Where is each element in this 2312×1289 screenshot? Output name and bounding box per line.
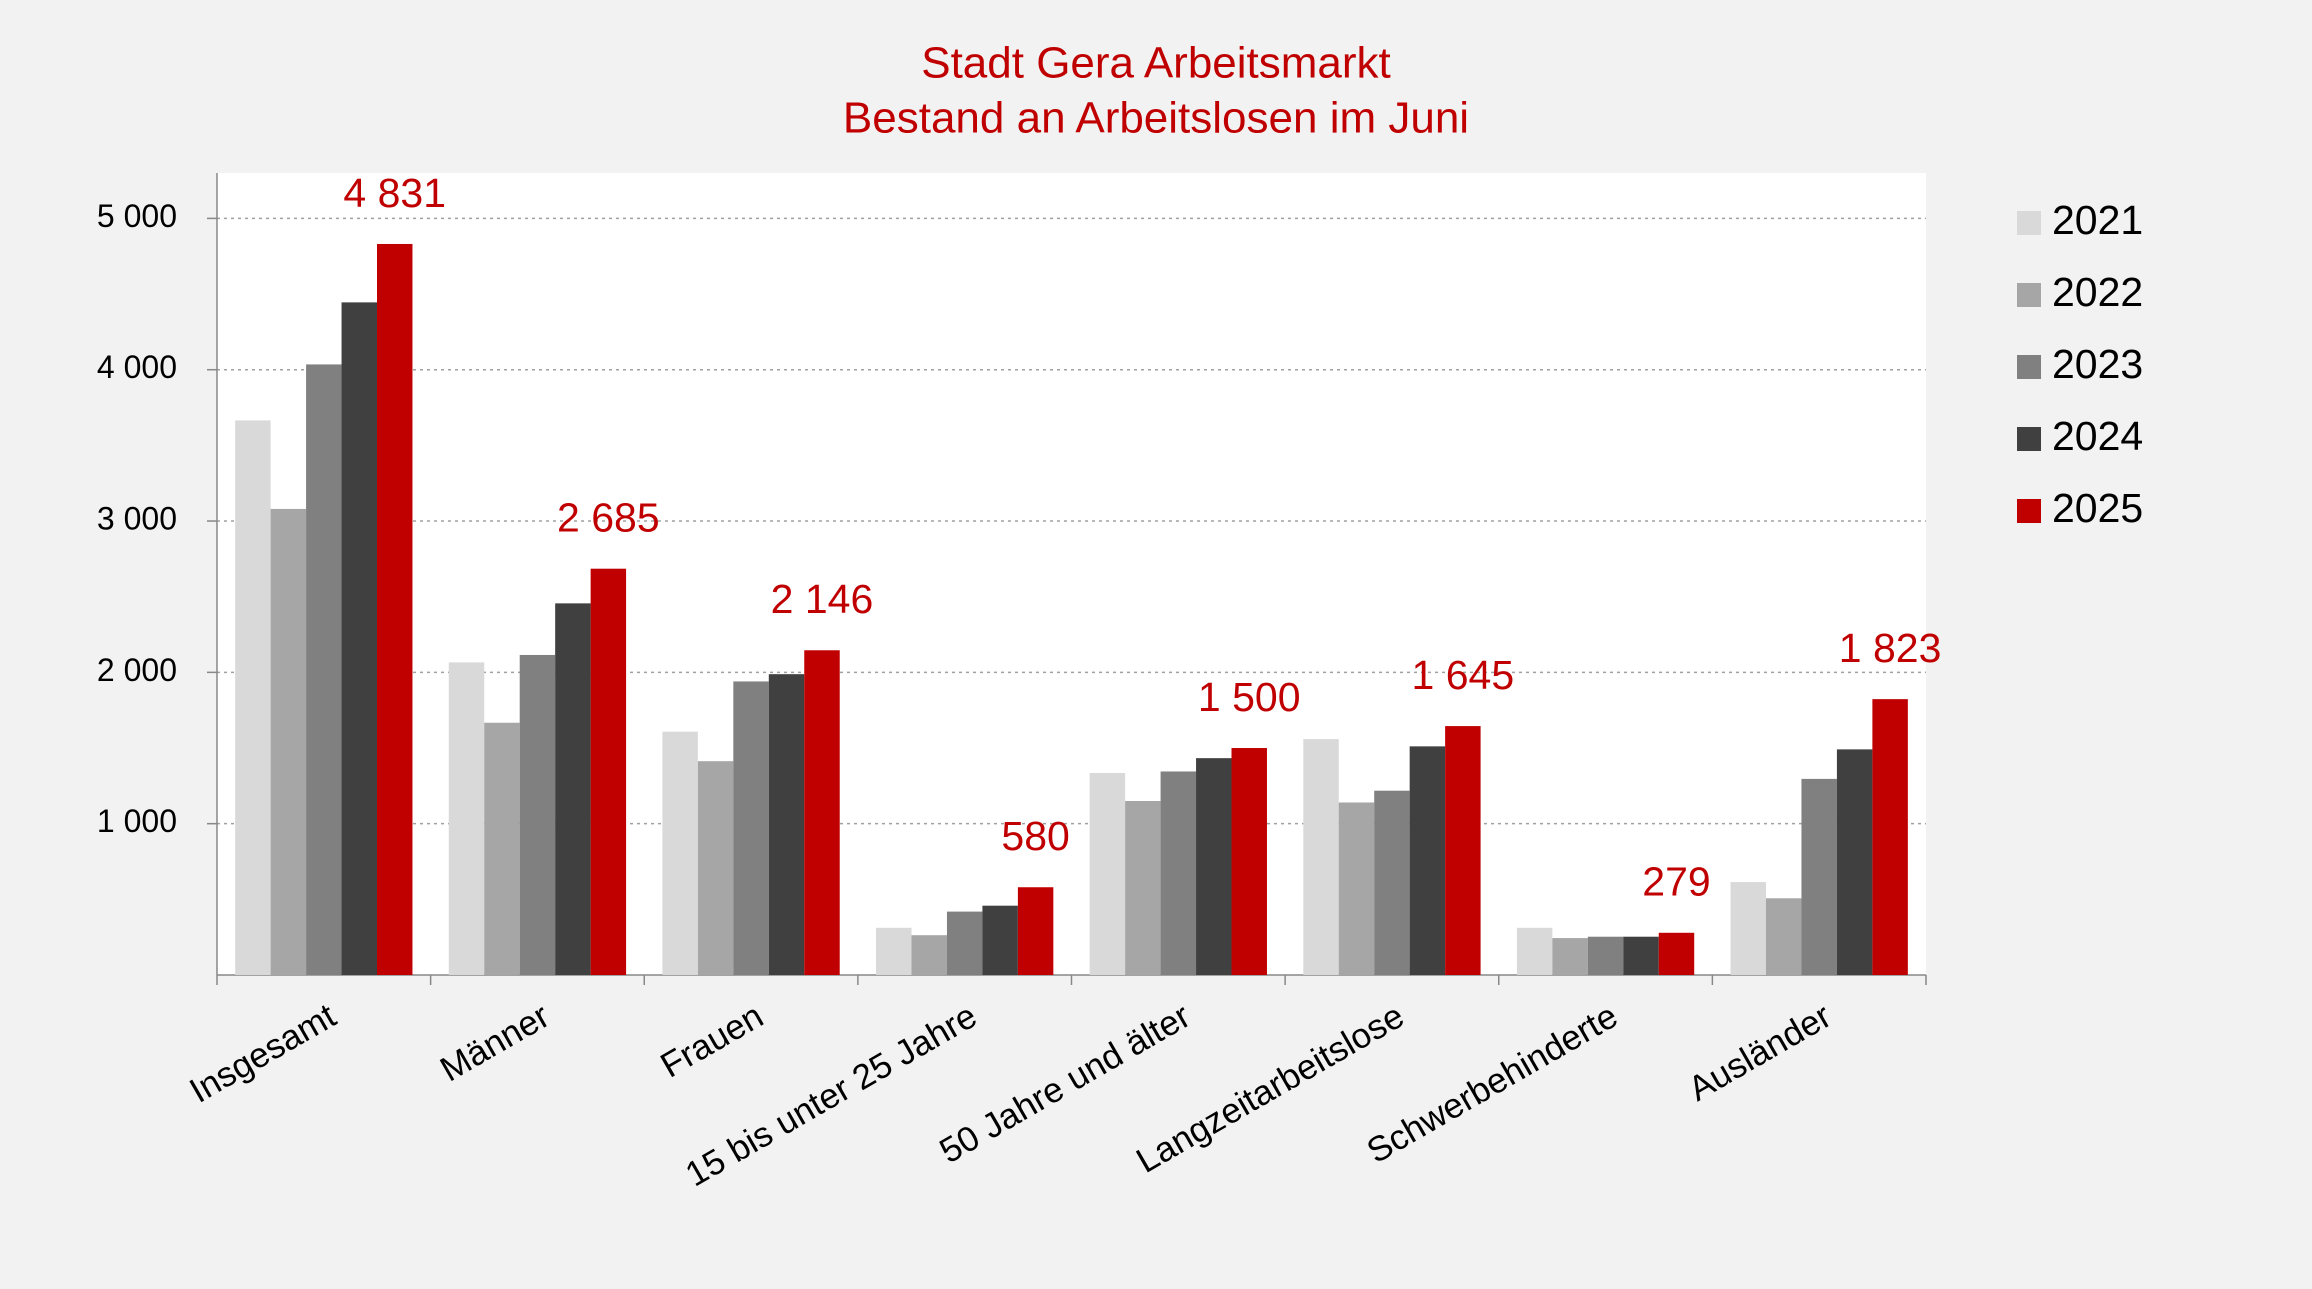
bar: [1587, 936, 1624, 975]
bar: [982, 905, 1018, 975]
value-label: 4 831: [343, 170, 446, 216]
bar: [1445, 726, 1481, 975]
y-tick-label: 3 000: [97, 500, 177, 536]
legend-swatch: [2017, 499, 2041, 523]
bar: [733, 681, 769, 975]
value-label: 279: [1642, 859, 1710, 905]
value-label: 1 645: [1412, 652, 1515, 698]
bar: [1801, 778, 1837, 975]
value-label: 2 146: [771, 576, 874, 622]
bar: [1196, 758, 1232, 975]
value-label: 2 685: [557, 495, 660, 541]
bar: [697, 761, 734, 975]
chart-subtitle: Bestand an Arbeitslosen im Juni: [843, 94, 1469, 143]
bar: [235, 420, 271, 975]
value-label: 580: [1001, 813, 1069, 859]
bar: [1623, 936, 1659, 975]
bar: [1552, 938, 1588, 975]
bar: [341, 302, 378, 975]
bar: [1125, 800, 1161, 975]
bar: [306, 364, 342, 975]
bar: [590, 568, 627, 975]
y-tick-label: 1 000: [97, 803, 177, 839]
bar: [662, 731, 698, 975]
y-tick-label: 2 000: [97, 652, 177, 688]
bar: [1374, 790, 1410, 975]
bar: [1338, 802, 1375, 975]
bar: [1160, 771, 1197, 975]
bar: [1409, 746, 1446, 975]
bar: [1303, 739, 1339, 975]
legend-label: 2022: [2052, 269, 2143, 315]
bar: [876, 927, 912, 975]
bar: [1872, 699, 1908, 975]
legend-swatch: [2017, 211, 2041, 235]
value-label: 1 823: [1839, 625, 1942, 671]
bar: [768, 674, 805, 975]
bar: [1658, 932, 1695, 975]
legend-label: 2023: [2052, 341, 2143, 387]
bar: [804, 650, 840, 975]
legend-label: 2021: [2052, 197, 2143, 243]
bar: [1089, 772, 1126, 975]
legend-label: 2024: [2052, 413, 2143, 459]
bar: [270, 508, 307, 975]
bar: [1836, 749, 1873, 975]
bar: [377, 243, 413, 976]
bar: [555, 603, 591, 975]
legend-swatch: [2017, 355, 2041, 379]
chart-title: Stadt Gera Arbeitsmarkt: [921, 39, 1391, 88]
y-tick-label: 5 000: [97, 198, 177, 234]
legend-label: 2025: [2052, 485, 2143, 531]
bar: [1516, 927, 1553, 975]
bar: [1231, 748, 1267, 975]
bar: [1730, 882, 1766, 975]
bar: [911, 935, 947, 975]
bar: [1765, 898, 1802, 975]
legend-swatch: [2017, 283, 2041, 307]
value-label: 1 500: [1198, 674, 1301, 720]
bar: [448, 662, 485, 975]
bar: [1017, 887, 1054, 975]
bar: [484, 722, 520, 975]
bar: [946, 911, 983, 975]
y-tick-label: 4 000: [97, 349, 177, 385]
bar: [519, 654, 556, 975]
legend-swatch: [2017, 427, 2041, 451]
